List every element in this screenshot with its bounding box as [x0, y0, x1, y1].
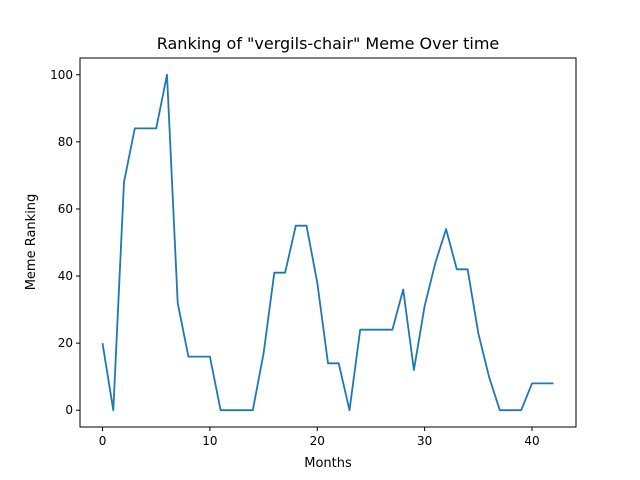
- x-axis-label: Months: [304, 456, 352, 471]
- y-axis: 0 20 40 60 80 100: [50, 68, 80, 417]
- y-tick-label: 60: [58, 202, 73, 216]
- x-tick-label: 20: [310, 434, 325, 448]
- y-tick-label: 100: [50, 68, 73, 82]
- y-tick-label: 40: [58, 269, 73, 283]
- x-tick-label: 40: [524, 434, 539, 448]
- y-tick-label: 80: [58, 135, 73, 149]
- x-tick-label: 10: [202, 434, 217, 448]
- x-tick-label: 0: [99, 434, 107, 448]
- axes-frame: [79, 57, 577, 428]
- y-tick-label: 20: [58, 336, 73, 350]
- plot-area: [101, 73, 554, 412]
- y-tick-label: 0: [65, 403, 73, 417]
- x-tick-label: 30: [417, 434, 432, 448]
- chart-title: Ranking of "vergils-chair" Meme Over tim…: [157, 34, 500, 53]
- y-axis-label: Meme Ranking: [24, 194, 39, 291]
- series-line-0: [101, 73, 554, 412]
- x-axis: 0 10 20 30 40: [99, 427, 540, 448]
